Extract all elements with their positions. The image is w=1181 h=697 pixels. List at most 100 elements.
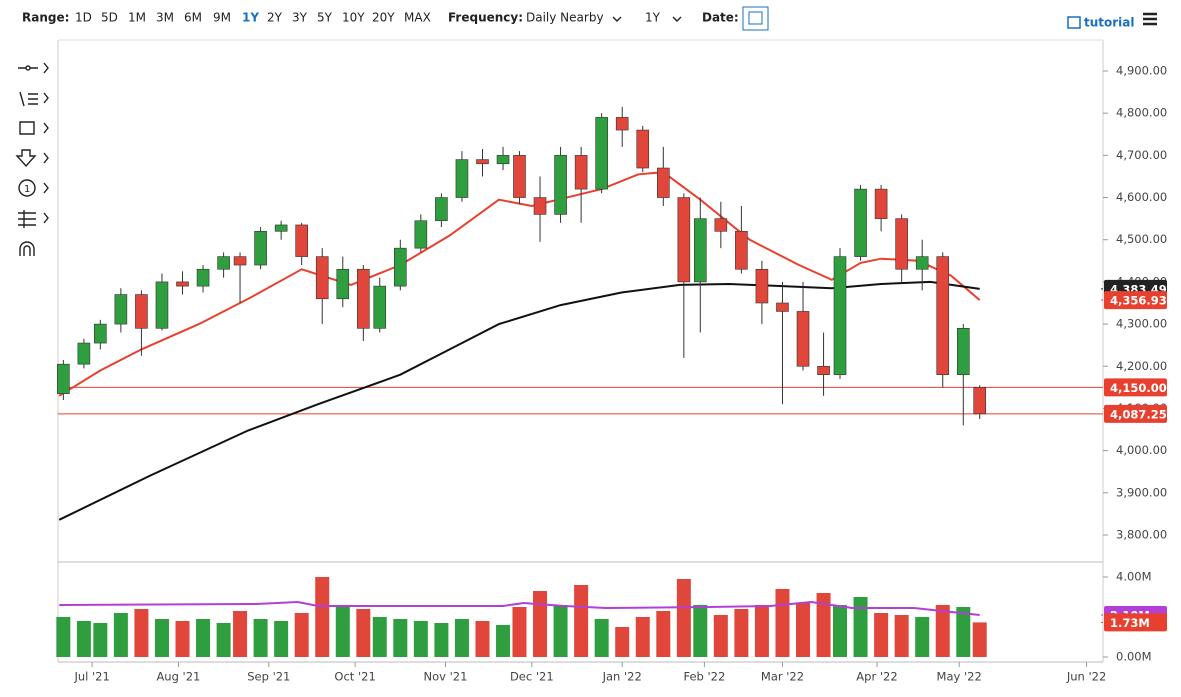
- candle-body: [615, 117, 629, 131]
- x-tick-label: Dec '21: [510, 670, 554, 684]
- range-button[interactable]: 10Y: [342, 11, 365, 25]
- candle-body: [176, 281, 189, 287]
- volume-bar: [196, 619, 211, 657]
- candle-body: [714, 218, 728, 232]
- volume-bar: [113, 613, 128, 657]
- volume-bar: [713, 615, 728, 657]
- range-button[interactable]: 1D: [75, 11, 92, 25]
- y-tick-label: 4,800.00: [1116, 106, 1167, 120]
- svg-text:1: 1: [24, 184, 30, 195]
- volume-bar: [175, 621, 190, 657]
- range-button[interactable]: 6M: [184, 11, 202, 25]
- volume-average: [59, 600, 980, 616]
- value-tag-label: 4,356.93: [1110, 294, 1167, 308]
- range-button[interactable]: 3M: [156, 11, 174, 25]
- candle-body: [217, 256, 230, 270]
- tool-rect[interactable]: [19, 121, 49, 135]
- range-button[interactable]: 5D: [101, 11, 118, 25]
- candle-body: [776, 302, 789, 312]
- volume-bar: [93, 623, 108, 657]
- date-button[interactable]: [742, 6, 769, 31]
- candle-body: [295, 224, 308, 257]
- candle-body: [357, 268, 370, 329]
- range-button[interactable]: 9M: [213, 11, 231, 25]
- value-tag-label: 4,150.00: [1110, 381, 1167, 395]
- tool-magnet[interactable]: [19, 241, 35, 256]
- candle-body: [455, 159, 469, 198]
- y-tick-label: 4,200.00: [1116, 359, 1167, 373]
- volume-bar: [594, 619, 609, 657]
- range-button[interactable]: 2Y: [267, 11, 283, 25]
- volume-bar: [754, 605, 769, 657]
- candle-body: [833, 256, 847, 376]
- tool-line[interactable]: [18, 62, 49, 74]
- tool-note[interactable]: [43, 182, 49, 194]
- candle-body: [513, 155, 526, 198]
- y-tick-label: 4,900.00: [1116, 64, 1167, 78]
- range-button[interactable]: 5Y: [317, 11, 333, 25]
- candle-body: [895, 218, 908, 270]
- candle-body: [57, 363, 70, 394]
- x-tick-label: Sep '21: [247, 670, 290, 684]
- volume-bar: [833, 605, 848, 657]
- y-tick-label: 3,800.00: [1116, 527, 1167, 541]
- dropdown-arrow: [672, 16, 682, 22]
- moving-average: [58, 280, 980, 521]
- volume-bar: [775, 589, 790, 657]
- candle-body: [936, 256, 950, 376]
- period-select[interactable]: 1Y: [645, 11, 661, 25]
- range-label: Range:: [22, 11, 69, 25]
- range-button[interactable]: 1M: [128, 11, 146, 25]
- range-button[interactable]: MAX: [404, 11, 431, 25]
- candle-body: [915, 256, 929, 270]
- candle-body: [496, 155, 510, 165]
- volume-bar: [76, 621, 91, 657]
- candle-body: [636, 129, 650, 169]
- volume-bar: [475, 621, 490, 657]
- candle-body: [677, 197, 691, 283]
- volume-bar: [335, 607, 350, 657]
- y-tick-label: 4,000.00: [1116, 443, 1167, 457]
- volume-bar: [56, 617, 71, 657]
- volume-bar: [972, 622, 987, 657]
- tool-pitchfork[interactable]: [18, 210, 49, 228]
- volume-bar: [693, 605, 708, 657]
- y-tick-label: 4,500.00: [1116, 232, 1167, 246]
- volume-bar: [372, 617, 387, 657]
- y-tick-label: 4.00M: [1116, 570, 1152, 584]
- tool-fib[interactable]: [19, 91, 49, 107]
- candle-body: [94, 323, 107, 344]
- volume-bar: [393, 619, 408, 657]
- range-button[interactable]: 20Y: [372, 11, 395, 25]
- volume-bar: [253, 619, 268, 657]
- tutorial-link[interactable]: tutorial: [1084, 16, 1135, 30]
- volume-bar: [512, 607, 527, 657]
- candle-body: [755, 268, 769, 304]
- volume-bar: [134, 609, 149, 657]
- value-tag: [1104, 613, 1167, 632]
- x-tick-label: Mar '22: [761, 670, 804, 684]
- range-button[interactable]: 3Y: [292, 11, 308, 25]
- volume-bar: [233, 611, 248, 657]
- volume-bar: [294, 613, 309, 657]
- tool-arrow[interactable]: [15, 149, 49, 168]
- volume-bar: [796, 603, 811, 657]
- range-button[interactable]: 1Y: [242, 11, 259, 25]
- candle-body: [77, 342, 91, 365]
- volume-bar: [356, 609, 371, 657]
- candle-body: [196, 268, 210, 287]
- candle-body: [574, 155, 588, 190]
- volume-bar: [853, 597, 868, 657]
- menu-button[interactable]: [1143, 12, 1157, 26]
- x-tick-label: Jul '21: [73, 670, 109, 684]
- candle-body: [817, 365, 830, 376]
- candle-body: [435, 197, 448, 222]
- candle-body: [394, 247, 407, 287]
- range-buttons: 1D 5D 1M 3M 6M 9M 1Y 2Y 3Y 5Y 10Y 20Y MAX: [75, 11, 431, 25]
- candle-body: [693, 218, 707, 283]
- volume-bar: [574, 585, 589, 657]
- y-tick-label: 4,600.00: [1116, 190, 1167, 204]
- frequency-select[interactable]: Daily Nearby: [526, 11, 604, 25]
- y-tick-label: 4,700.00: [1116, 148, 1167, 162]
